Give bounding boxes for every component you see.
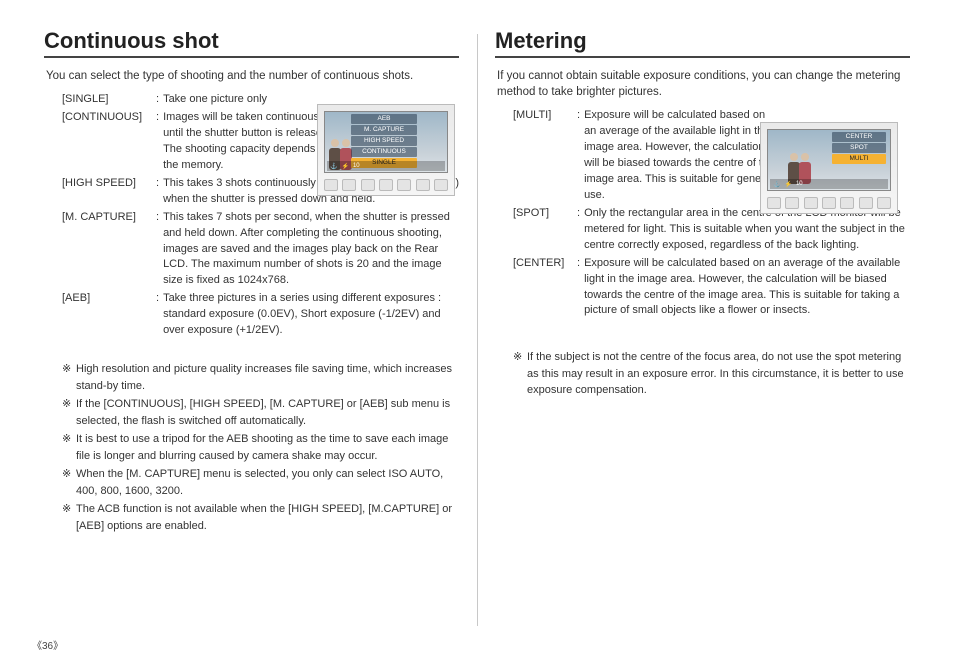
flash-icon: ⚡ <box>341 163 348 170</box>
note-bullet-icon: ※ <box>62 396 76 429</box>
lcd-menu-item: AEB <box>351 114 417 124</box>
flash-icon: ⚡ <box>784 181 791 188</box>
lcd-button <box>342 179 356 191</box>
lcd-menu-item: HIGH SPEED <box>351 136 417 146</box>
def-head-spot: [SPOT] <box>513 206 577 222</box>
lcd-screen: CENTER SPOT MULTI ⚓ ⚡ 10 <box>767 129 891 191</box>
lcd-button <box>361 179 375 191</box>
def-head-aeb: [AEB] <box>62 291 156 307</box>
lcd-button <box>416 179 430 191</box>
note-text: If the subject is not the centre of the … <box>527 349 910 399</box>
def-head-center: [CENTER] <box>513 256 577 272</box>
lcd-status-text: 10 <box>353 163 360 169</box>
lcd-button <box>397 179 411 191</box>
lcd-button <box>767 197 781 209</box>
note-bullet-icon: ※ <box>513 349 527 399</box>
note-bullet-icon: ※ <box>62 431 76 464</box>
def-head-mcapture: [M. CAPTURE] <box>62 210 156 226</box>
def-head-single: [SINGLE] <box>62 92 156 108</box>
anchor-icon: ⚓ <box>773 181 780 188</box>
def-body-mcapture: This takes 7 shots per second, when the … <box>163 210 459 290</box>
def-body-aeb: Take three pictures in a series using di… <box>163 291 459 339</box>
notes-left: ※High resolution and picture quality inc… <box>44 361 459 534</box>
def-head-highspeed: [HIGH SPEED] <box>62 176 156 192</box>
column-metering: Metering If you cannot obtain suitable e… <box>477 28 920 650</box>
lcd-button-row <box>767 195 891 211</box>
lcd-button <box>840 197 854 209</box>
lcd-menu-item-selected: MULTI <box>832 154 886 164</box>
note-text: When the [M. CAPTURE] menu is selected, … <box>76 466 459 499</box>
lcd-button <box>785 197 799 209</box>
def-body-continuous: Images will be taken continuously until … <box>163 110 333 174</box>
lcd-button-row <box>324 177 448 193</box>
lcd-button <box>859 197 873 209</box>
lcd-menu-item: CENTER <box>832 132 886 142</box>
heading-continuous-shot: Continuous shot <box>44 28 459 58</box>
lcd-screen: AEB M. CAPTURE HIGH SPEED CONTINUOUS SIN… <box>324 111 448 173</box>
anchor-icon: ⚓ <box>330 163 337 170</box>
page: Continuous shot You can select the type … <box>0 0 954 660</box>
def-body-multi: Exposure will be calculated based on an … <box>584 108 780 204</box>
lcd-statusbar: ⚓ ⚡ 10 <box>770 179 888 189</box>
lcd-statusbar: ⚓ ⚡ 10 <box>327 161 445 171</box>
def-head-multi: [MULTI] <box>513 108 577 124</box>
lcd-button <box>324 179 338 191</box>
note-bullet-icon: ※ <box>62 361 76 394</box>
note-bullet-icon: ※ <box>62 466 76 499</box>
note-bullet-icon: ※ <box>62 501 76 534</box>
note-text: High resolution and picture quality incr… <box>76 361 459 394</box>
notes-right: ※If the subject is not the centre of the… <box>495 349 910 399</box>
page-number-value: 36 <box>42 641 53 652</box>
note-text: It is best to use a tripod for the AEB s… <box>76 431 459 464</box>
def-body-center: Exposure will be calculated based on an … <box>584 256 910 320</box>
note-text: If the [CONTINUOUS], [HIGH SPEED], [M. C… <box>76 396 459 429</box>
lcd-preview-continuous: AEB M. CAPTURE HIGH SPEED CONTINUOUS SIN… <box>317 104 455 196</box>
page-number: 《36》 <box>32 637 63 652</box>
lcd-menu-item: M. CAPTURE <box>351 125 417 135</box>
note-text: The ACB function is not available when t… <box>76 501 459 534</box>
def-head-continuous: [CONTINUOUS] <box>62 110 156 126</box>
lcd-menu: CENTER SPOT MULTI <box>832 132 886 165</box>
column-continuous-shot: Continuous shot You can select the type … <box>34 28 477 650</box>
lcd-button <box>434 179 448 191</box>
lcd-button <box>804 197 818 209</box>
lcd-status-text: 10 <box>796 181 803 187</box>
intro-metering: If you cannot obtain suitable exposure c… <box>497 68 910 100</box>
lcd-preview-metering: CENTER SPOT MULTI ⚓ ⚡ 10 <box>760 122 898 214</box>
lcd-button <box>379 179 393 191</box>
intro-continuous-shot: You can select the type of shooting and … <box>46 68 459 84</box>
lcd-menu-item: CONTINUOUS <box>351 147 417 157</box>
lcd-photo-people <box>788 140 818 184</box>
lcd-menu-item: SPOT <box>832 143 886 153</box>
lcd-button <box>822 197 836 209</box>
lcd-button <box>877 197 891 209</box>
heading-metering: Metering <box>495 28 910 58</box>
